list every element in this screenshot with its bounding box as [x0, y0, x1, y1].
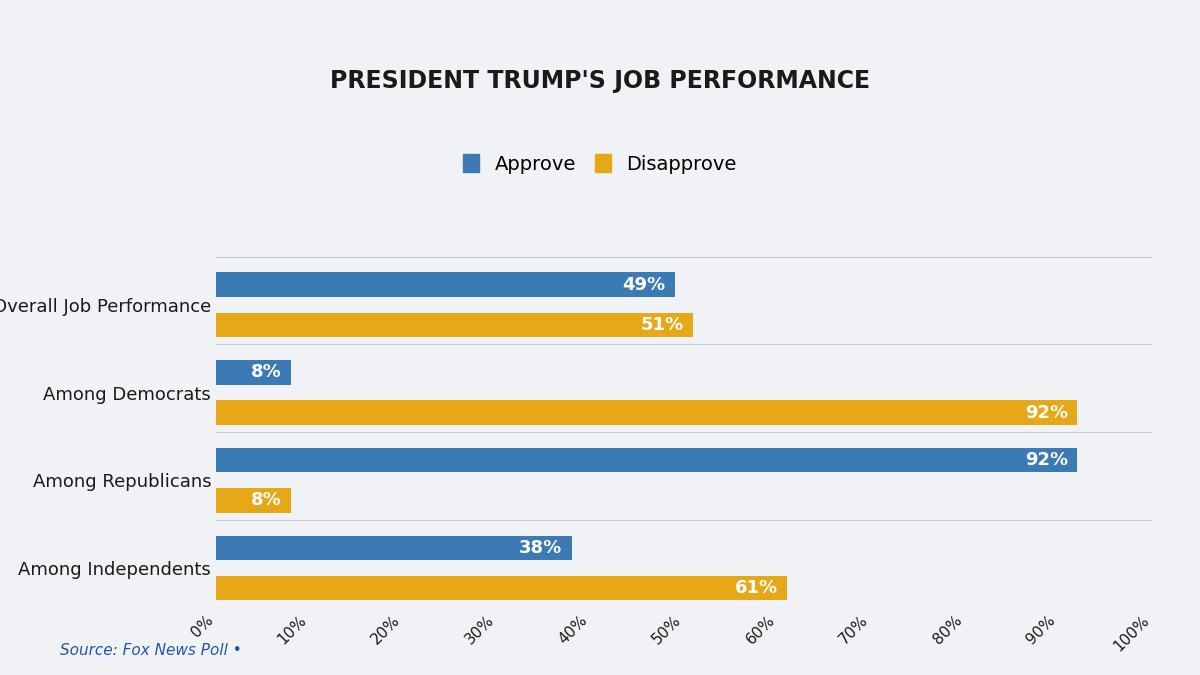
- Text: 8%: 8%: [251, 491, 282, 510]
- Text: PRESIDENT TRUMP'S JOB PERFORMANCE: PRESIDENT TRUMP'S JOB PERFORMANCE: [330, 69, 870, 93]
- Legend: Approve, Disapprove: Approve, Disapprove: [454, 144, 746, 184]
- Text: 61%: 61%: [734, 579, 778, 597]
- Bar: [216, 448, 1078, 472]
- Bar: [216, 272, 674, 297]
- Bar: [216, 313, 694, 338]
- Text: 38%: 38%: [520, 539, 563, 557]
- Text: 49%: 49%: [622, 275, 665, 294]
- Text: 51%: 51%: [641, 316, 684, 334]
- Bar: [216, 535, 571, 560]
- Bar: [216, 576, 787, 601]
- Bar: [216, 488, 290, 513]
- Text: 92%: 92%: [1025, 404, 1068, 422]
- Bar: [216, 360, 290, 385]
- Bar: [216, 400, 1078, 425]
- Text: Source: Fox News Poll •: Source: Fox News Poll •: [60, 643, 241, 657]
- Text: 92%: 92%: [1025, 451, 1068, 469]
- Text: 8%: 8%: [251, 363, 282, 381]
